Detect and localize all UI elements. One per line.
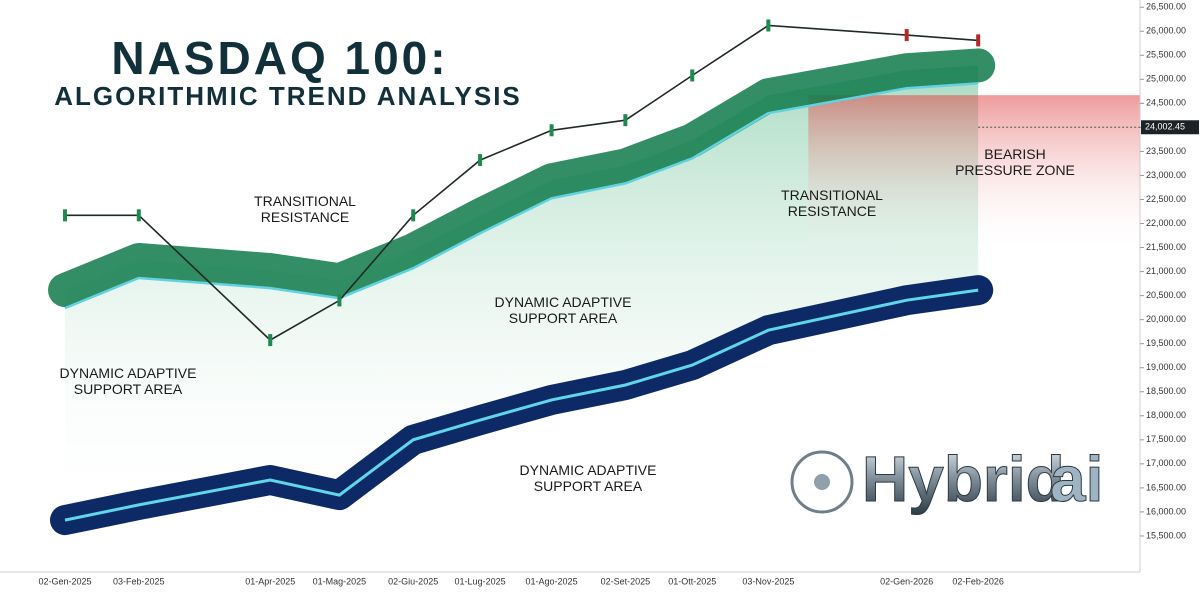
y-tick-label: 22,500.00 bbox=[1146, 194, 1186, 204]
x-tick-label: 02-Feb-2026 bbox=[952, 576, 1004, 586]
y-tick-label: 19,000.00 bbox=[1146, 362, 1186, 372]
y-tick-label: 18,000.00 bbox=[1146, 410, 1186, 420]
x-tick-label: 01-Ago-2025 bbox=[526, 576, 578, 586]
y-tick-label: 23,000.00 bbox=[1146, 170, 1186, 180]
x-tick-label: 01-Apr-2025 bbox=[245, 576, 295, 586]
price-candle bbox=[904, 29, 909, 42]
annotation: BEARISH PRESSURE ZONE bbox=[955, 146, 1075, 178]
y-tick-label: 19,500.00 bbox=[1146, 338, 1186, 348]
price-candle bbox=[268, 334, 273, 347]
x-tick-label: 02-Gen-2026 bbox=[880, 576, 933, 586]
logo-text: Hybrid bbox=[862, 443, 1065, 515]
x-tick-label: 01-Ott-2025 bbox=[668, 576, 716, 586]
background bbox=[65, 65, 1140, 521]
y-tick-label: 25,500.00 bbox=[1146, 50, 1186, 60]
support-area bbox=[65, 65, 979, 521]
x-tick-label: 02-Set-2025 bbox=[601, 576, 651, 586]
y-tick-label: 25,000.00 bbox=[1146, 74, 1186, 84]
y-tick-label: 24,500.00 bbox=[1146, 98, 1186, 108]
trend-core bbox=[64, 82, 979, 310]
y-tick-label: 26,000.00 bbox=[1146, 26, 1186, 36]
price-candle bbox=[690, 69, 695, 82]
y-tick-label: 20,500.00 bbox=[1146, 290, 1186, 300]
bearish-zone bbox=[808, 95, 1140, 256]
annotation: TRANSITIONAL RESISTANCE bbox=[781, 187, 883, 219]
y-tick-label: 21,500.00 bbox=[1146, 242, 1186, 252]
y-tick-label: 22,000.00 bbox=[1146, 218, 1186, 228]
logo-icon bbox=[814, 474, 830, 490]
trend-band bbox=[48, 48, 996, 308]
annotation: DYNAMIC ADAPTIVE SUPPORT AREA bbox=[520, 462, 657, 494]
annotation: TRANSITIONAL RESISTANCE bbox=[254, 193, 356, 225]
x-tick-label: 03-Nov-2025 bbox=[742, 576, 794, 586]
price-candle bbox=[337, 294, 342, 307]
logo: Hybrid ai bbox=[790, 442, 1104, 515]
annotation: DYNAMIC ADAPTIVE SUPPORT AREA bbox=[60, 365, 197, 397]
last-price-label: 24,002.45 bbox=[1145, 122, 1185, 132]
y-tick-label: 21,000.00 bbox=[1146, 266, 1186, 276]
y-tick-label: 16,500.00 bbox=[1146, 482, 1186, 492]
price-candle bbox=[411, 209, 416, 222]
y-tick-label: 15,500.00 bbox=[1146, 530, 1186, 540]
price-candle bbox=[766, 19, 771, 32]
x-tick-label: 02-Giu-2025 bbox=[388, 576, 438, 586]
logo-accent: ai bbox=[1050, 443, 1103, 515]
chart-subtitle: ALGORITHMIC TREND ANALYSIS bbox=[54, 81, 522, 111]
x-tick-label: 03-Feb-2025 bbox=[113, 576, 165, 586]
price-candle bbox=[976, 34, 981, 47]
y-tick-label: 23,500.00 bbox=[1146, 146, 1186, 156]
price-candle bbox=[63, 209, 67, 222]
y-tick-label: 17,000.00 bbox=[1146, 458, 1186, 468]
y-tick-label: 17,500.00 bbox=[1146, 434, 1186, 444]
marks bbox=[48, 19, 1140, 536]
logo-icon bbox=[790, 450, 854, 514]
price-candle bbox=[549, 124, 554, 137]
chart-title: NASDAQ 100: bbox=[111, 32, 448, 84]
last-price-tag bbox=[1141, 120, 1199, 135]
price-candle bbox=[478, 154, 483, 167]
y-tick-label: 26,500.00 bbox=[1146, 2, 1186, 12]
annotation: DYNAMIC ADAPTIVE SUPPORT AREA bbox=[495, 294, 632, 326]
price-candle bbox=[623, 114, 628, 127]
price-candle bbox=[136, 209, 141, 222]
price-line bbox=[65, 24, 979, 342]
y-tick-label: 16,000.00 bbox=[1146, 506, 1186, 516]
y-tick-label: 20,000.00 bbox=[1146, 314, 1186, 324]
x-tick-label: 01-Mag-2025 bbox=[313, 576, 367, 586]
support-core bbox=[64, 288, 979, 522]
x-tick-label: 01-Lug-2025 bbox=[455, 576, 506, 586]
y-tick-label: 18,500.00 bbox=[1146, 386, 1186, 396]
x-tick-label: 02-Gen-2025 bbox=[38, 576, 91, 586]
